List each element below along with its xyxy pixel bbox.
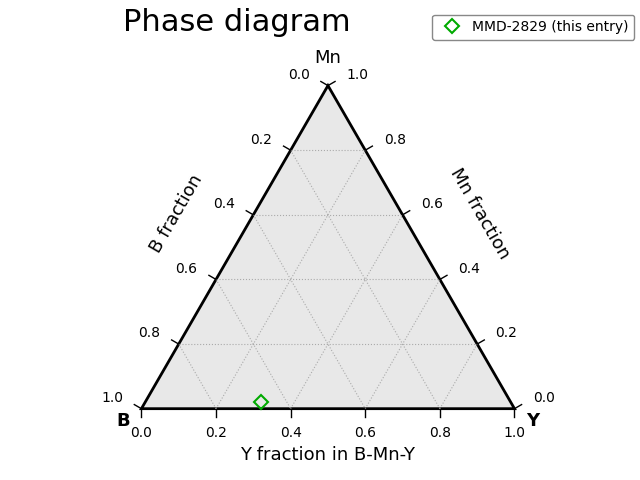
Text: Mn fraction: Mn fraction [446,165,513,262]
Text: 1.0: 1.0 [504,426,525,440]
Text: 0.0: 0.0 [287,68,310,82]
Text: 0.0: 0.0 [131,426,152,440]
Text: 0.0: 0.0 [533,391,555,405]
Text: 1.0: 1.0 [101,391,123,405]
Text: Y: Y [525,412,539,431]
Text: 0.2: 0.2 [495,326,518,340]
Legend: MMD-2829 (this entry): MMD-2829 (this entry) [432,15,634,40]
Text: B: B [116,412,130,431]
Text: Y fraction in B-Mn-Y: Y fraction in B-Mn-Y [241,446,415,464]
Text: 0.6: 0.6 [421,197,443,211]
Text: 0.6: 0.6 [175,262,198,276]
Text: 0.4: 0.4 [458,262,480,276]
Text: 1.0: 1.0 [346,68,369,82]
Text: 0.2: 0.2 [250,132,272,146]
Polygon shape [141,85,515,408]
Text: B fraction: B fraction [147,171,206,256]
Text: Phase diagram: Phase diagram [123,8,350,37]
Text: 0.6: 0.6 [355,426,376,440]
Text: 0.8: 0.8 [383,132,406,146]
Text: Mn: Mn [314,49,341,67]
Text: 0.4: 0.4 [280,426,301,440]
Text: 0.8: 0.8 [429,426,451,440]
Text: 0.4: 0.4 [213,197,235,211]
Text: 0.8: 0.8 [138,326,160,340]
Text: 0.2: 0.2 [205,426,227,440]
